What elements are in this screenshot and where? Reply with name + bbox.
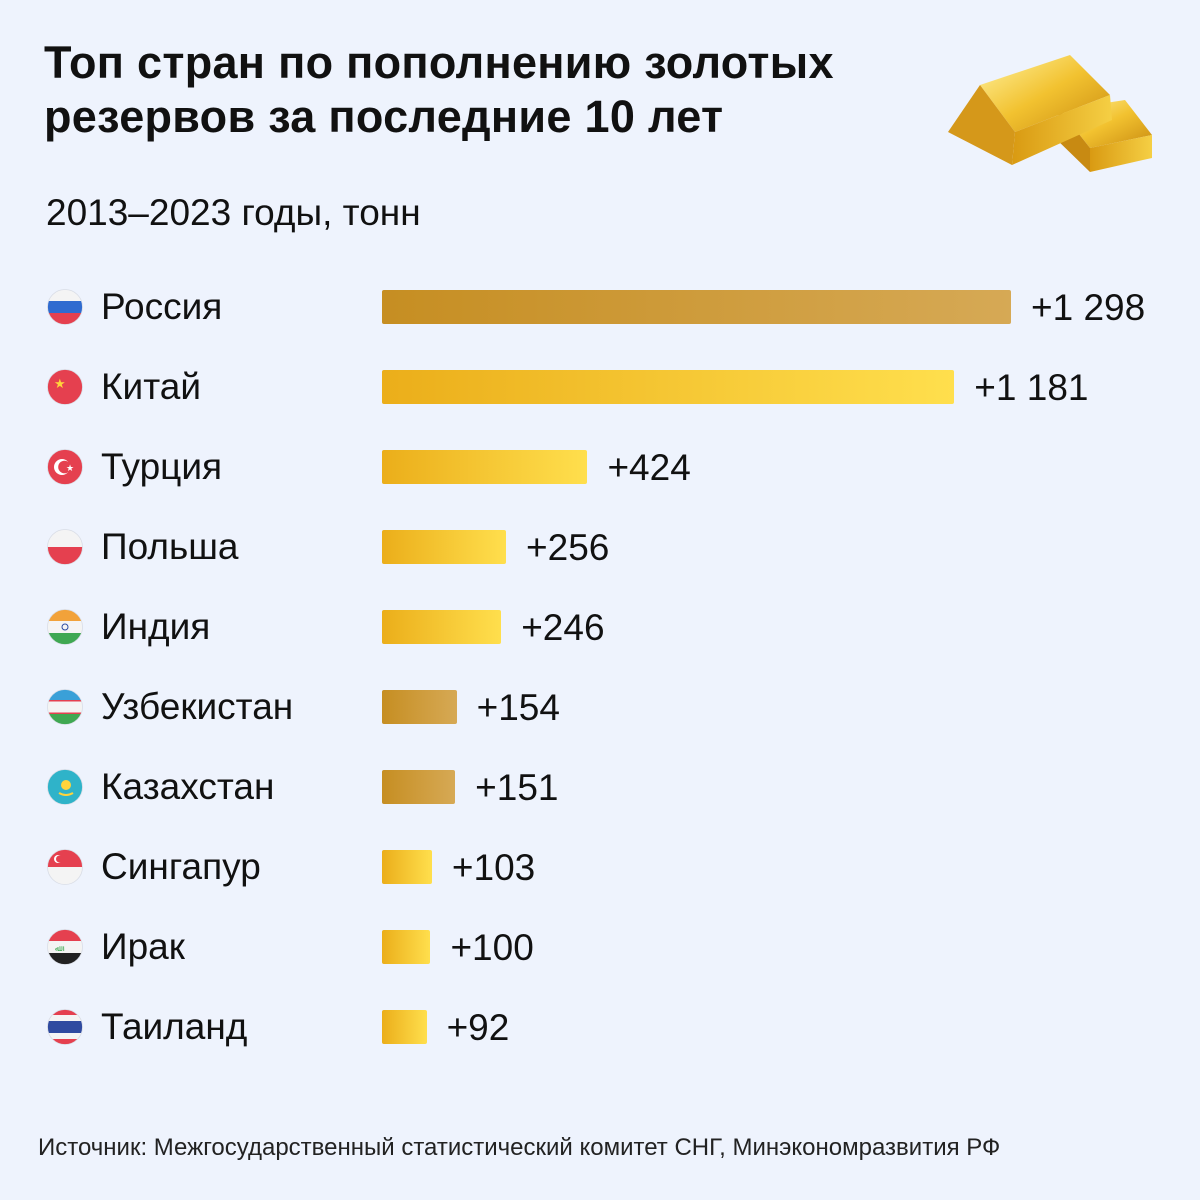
- uzbekistan-flag-icon: [47, 689, 83, 725]
- bar-row: Таиланд +92: [0, 1006, 1200, 1048]
- data-label: +151: [475, 767, 559, 808]
- bar: [382, 930, 431, 964]
- category-label: Китай: [101, 366, 201, 407]
- china-flag-icon: ★: [47, 369, 83, 405]
- bar-row: Россия +1 298: [0, 286, 1200, 328]
- source-note: Источник: Межгосударственный статистичес…: [38, 1134, 1001, 1161]
- bar: [382, 850, 432, 884]
- bar: [382, 1010, 427, 1044]
- bar-row: Индия +246: [0, 606, 1200, 648]
- bar: [382, 770, 456, 804]
- bar: [382, 290, 1011, 324]
- data-label: +103: [451, 847, 536, 888]
- category-label: Польша: [101, 526, 239, 567]
- bar: [382, 610, 502, 644]
- category-label: Таиланд: [101, 1006, 248, 1047]
- iraq-flag-icon: ﷲ: [47, 929, 83, 965]
- poland-flag-icon: [47, 529, 83, 565]
- turkey-flag-icon: ★: [47, 449, 83, 485]
- kazakhstan-flag-icon: [47, 769, 83, 805]
- data-label: +1 298: [1031, 287, 1146, 328]
- data-label: +424: [607, 447, 691, 488]
- data-label: +1 181: [974, 367, 1089, 408]
- data-label: +256: [526, 527, 610, 568]
- category-label: Турция: [101, 446, 223, 487]
- data-label: +246: [521, 607, 605, 648]
- bar: [382, 450, 588, 484]
- singapore-flag-icon: [47, 849, 83, 885]
- category-label: Сингапур: [101, 846, 261, 887]
- bar: [382, 370, 955, 404]
- bar-row: Польша +256: [0, 526, 1200, 568]
- india-flag-icon: [47, 609, 83, 645]
- svg-text:★: ★: [66, 463, 74, 473]
- chart-title: Топ стран по пополнению золотых резервов…: [44, 37, 834, 142]
- category-label: Казахстан: [101, 766, 275, 807]
- svg-text:★: ★: [54, 376, 66, 391]
- bar-row: Узбекистан +154: [0, 686, 1200, 728]
- bar: [382, 530, 507, 564]
- category-label: Индия: [101, 606, 211, 647]
- russia-flag-icon: [47, 289, 83, 325]
- bar-row: ﷲ Ирак +100: [0, 926, 1200, 968]
- bar-row: ★ Китай +1 181: [0, 366, 1200, 408]
- category-label: Россия: [101, 286, 223, 327]
- bar: [382, 690, 457, 724]
- data-label: +154: [476, 687, 560, 728]
- data-label: +92: [446, 1007, 510, 1048]
- bar-row: ★ Турция +424: [0, 446, 1200, 488]
- bar-row: Сингапур +103: [0, 846, 1200, 888]
- category-label: Узбекистан: [101, 686, 294, 727]
- gold-bars-icon: [948, 55, 1152, 172]
- data-label: +100: [450, 927, 534, 968]
- category-label: Ирак: [101, 926, 185, 967]
- bar-row: Казахстан +151: [0, 766, 1200, 808]
- chart-subtitle: 2013–2023 годы, тонн: [46, 192, 421, 233]
- thailand-flag-icon: [47, 1009, 83, 1045]
